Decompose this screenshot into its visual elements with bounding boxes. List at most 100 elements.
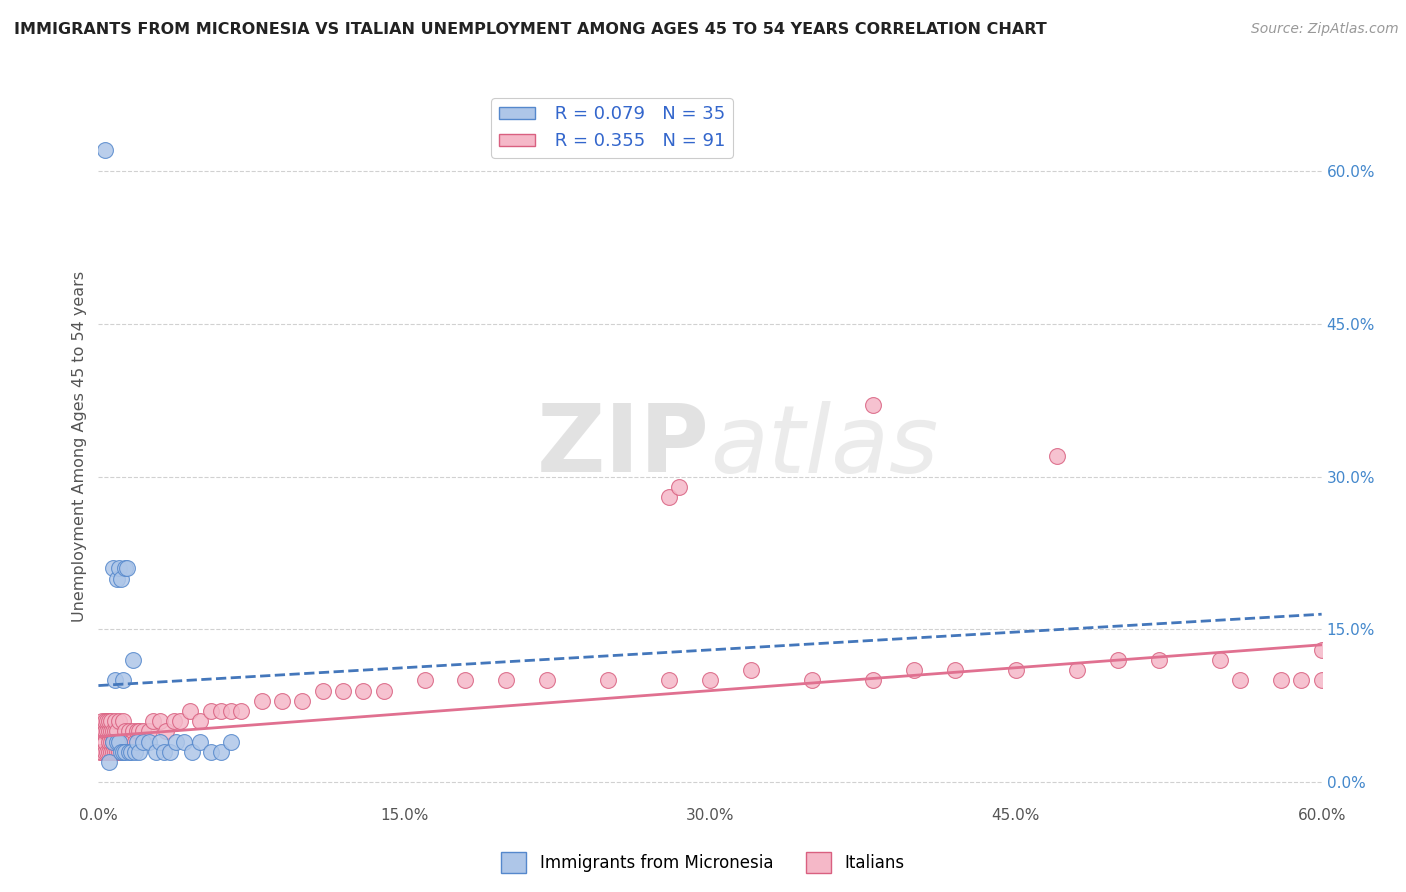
Point [105,745,128,759]
Point [127,724,149,739]
Point [862,398,884,412]
Point [155,724,177,739]
Point [91,714,114,729]
Point [1291,673,1313,688]
Point [118,745,141,759]
Point [93,144,115,158]
Point [108,561,131,575]
Point [658,490,681,504]
Point [96,714,118,729]
Point [100,714,122,729]
Point [118,734,141,748]
Point [740,663,762,677]
Point [352,683,374,698]
Point [132,734,155,748]
Point [219,704,242,718]
Point [120,734,142,748]
Point [101,745,124,759]
Point [105,734,128,748]
Point [108,745,131,759]
Point [101,734,124,748]
Legend: Immigrants from Micronesia, Italians: Immigrants from Micronesia, Italians [495,846,911,880]
Point [188,714,212,729]
Point [127,734,149,748]
Point [124,734,146,748]
Y-axis label: Unemployment Among Ages 45 to 54 years: Unemployment Among Ages 45 to 54 years [72,270,87,622]
Point [124,745,146,759]
Point [1310,673,1333,688]
Point [181,745,204,759]
Point [104,673,127,688]
Point [138,724,160,739]
Point [291,694,314,708]
Point [115,734,138,748]
Point [89,724,111,739]
Point [1310,643,1333,657]
Point [111,734,134,748]
Point [163,714,186,729]
Point [97,755,120,769]
Point [495,673,517,688]
Point [114,724,136,739]
Point [200,704,222,718]
Point [943,663,966,677]
Point [179,704,201,718]
Point [104,724,127,739]
Point [658,673,681,688]
Point [91,724,114,739]
Point [862,673,884,688]
Point [100,745,122,759]
Point [96,724,118,739]
Point [188,734,212,748]
Point [165,734,187,748]
Point [114,745,136,759]
Point [120,745,142,759]
Point [1004,663,1026,677]
Point [101,734,124,748]
Point [145,745,167,759]
Point [1147,653,1170,667]
Point [1229,673,1251,688]
Point [128,724,150,739]
Point [250,694,273,708]
Point [111,745,134,759]
Point [93,714,115,729]
Point [200,745,222,759]
Point [668,480,690,494]
Point [114,561,136,575]
Point [169,714,191,729]
Point [1209,653,1232,667]
Text: atlas: atlas [710,401,938,491]
Point [101,724,124,739]
Point [100,734,122,748]
Point [118,724,141,739]
Point [122,724,145,739]
Point [138,734,160,748]
Text: ZIP: ZIP [537,400,710,492]
Point [1270,673,1292,688]
Point [332,683,354,698]
Point [111,673,134,688]
Point [114,734,136,748]
Point [132,724,155,739]
Point [110,734,132,748]
Legend:  R = 0.079   N = 35,  R = 0.355   N = 91: R = 0.079 N = 35, R = 0.355 N = 91 [492,98,733,158]
Point [104,745,127,759]
Point [105,724,128,739]
Point [97,734,120,748]
Point [454,673,477,688]
Point [312,683,335,698]
Point [105,572,128,586]
Point [699,673,721,688]
Point [115,561,138,575]
Point [108,734,131,748]
Point [149,734,172,748]
Point [159,745,181,759]
Point [270,694,294,708]
Point [209,745,232,759]
Point [110,745,132,759]
Text: IMMIGRANTS FROM MICRONESIA VS ITALIAN UNEMPLOYMENT AMONG AGES 45 TO 54 YEARS COR: IMMIGRANTS FROM MICRONESIA VS ITALIAN UN… [14,22,1047,37]
Point [231,704,253,718]
Point [97,724,120,739]
Point [413,673,436,688]
